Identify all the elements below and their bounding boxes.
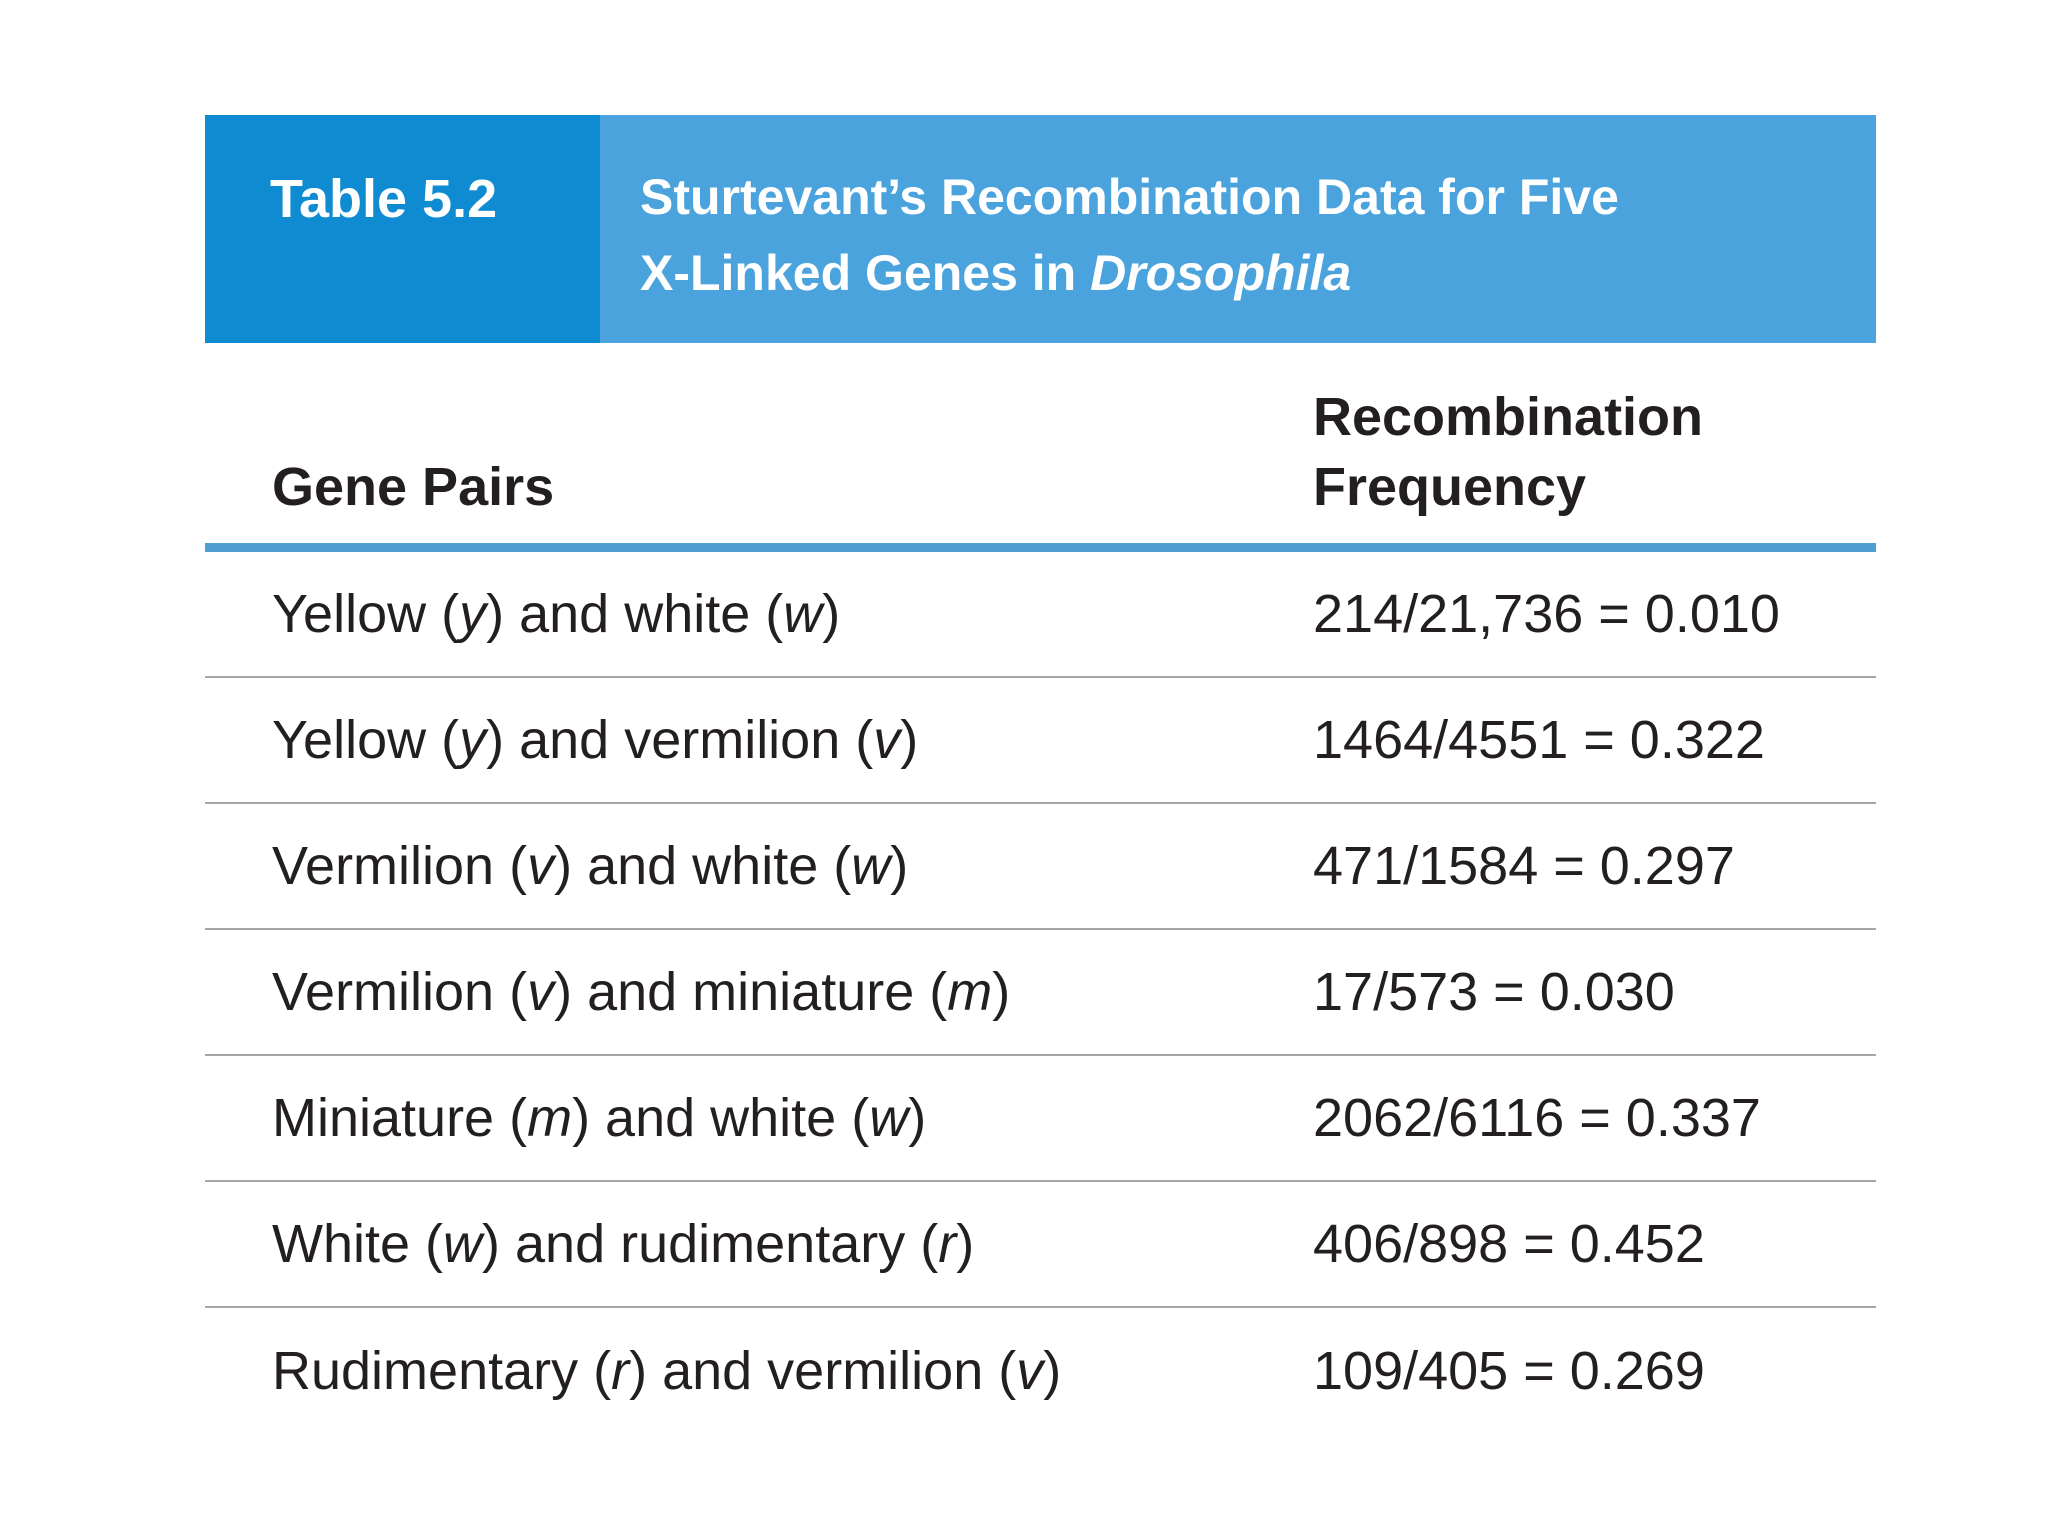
table-row: Vermilion (v) and miniature (m) 17/573 = …	[205, 930, 1876, 1056]
gene-pair-cell: Miniature (m) and white (w)	[205, 1088, 1313, 1148]
gene-pair-cell: Vermilion (v) and white (w)	[205, 836, 1313, 896]
table-title-line-1: Sturtevant’s Recombination Data for Five	[640, 159, 1856, 235]
recombination-frequency-header: Recombination Frequency	[1313, 382, 1876, 522]
text-run: ) and miniature (	[554, 962, 948, 1022]
table-row: Yellow (y) and white (w) 214/21,736 = 0.0…	[205, 552, 1876, 678]
text-run: )	[908, 1088, 927, 1148]
gene-symbol-italic: w	[443, 1214, 483, 1274]
gene-symbol-italic: r	[611, 1341, 630, 1401]
table-number-label: Table 5.2	[270, 169, 498, 229]
text-run: Miniature (	[272, 1088, 528, 1148]
text-run: Sturtevant’s Recombination Data for Five	[640, 169, 1619, 225]
gene-symbol-italic: w	[869, 1088, 909, 1148]
text-run: Yellow (	[272, 584, 460, 644]
gene-symbol-italic: v	[873, 710, 901, 770]
gene-symbol-italic: Drosophila	[1090, 245, 1352, 301]
table-title-line-2: X-Linked Genes in Drosophila	[640, 235, 1856, 311]
gene-symbol-italic: v	[1016, 1341, 1044, 1401]
frequency-header-line-1: Recombination	[1313, 387, 1704, 447]
table-row: Rudimentary (r) and vermilion (v) 109/405…	[205, 1308, 1876, 1434]
text-run: ) and white (	[554, 836, 852, 896]
text-run: White (	[272, 1214, 444, 1274]
gene-symbol-italic: w	[783, 584, 823, 644]
text-run: ) and vermilion (	[629, 1341, 1017, 1401]
frequency-cell: 214/21,736 = 0.010	[1313, 584, 1780, 644]
gene-pair-cell: Rudimentary (r) and vermilion (v)	[205, 1341, 1313, 1401]
gene-pair-cell: Vermilion (v) and miniature (m)	[205, 962, 1313, 1022]
frequency-cell: 471/1584 = 0.297	[1313, 836, 1735, 896]
table-header-row: Gene Pairs Recombination Frequency	[205, 343, 1876, 543]
gene-pair-cell: Yellow (y) and white (w)	[205, 584, 1313, 644]
text-run: ) and rudimentary (	[482, 1214, 939, 1274]
text-run: )	[900, 710, 919, 770]
table-row: Vermilion (v) and white (w) 471/1584 = 0.…	[205, 804, 1876, 930]
gene-symbol-italic: v	[527, 962, 555, 1022]
text-run: )	[822, 584, 841, 644]
gene-pairs-header: Gene Pairs	[272, 457, 555, 517]
gene-symbol-italic: m	[947, 962, 993, 1022]
table-title-segment: Sturtevant’s Recombination Data for Five…	[600, 115, 1876, 343]
text-run: ) and vermilion (	[486, 710, 874, 770]
gene-symbol-italic: y	[459, 710, 487, 770]
table-row: Miniature (m) and white (w) 2062/6116 = 0…	[205, 1056, 1876, 1182]
gene-symbol-italic: r	[938, 1214, 957, 1274]
text-run: )	[1043, 1341, 1062, 1401]
gene-symbol-italic: v	[527, 836, 555, 896]
gene-pair-cell: Yellow (y) and vermilion (v)	[205, 710, 1313, 770]
gene-symbol-italic: w	[851, 836, 891, 896]
frequency-cell: 109/405 = 0.269	[1313, 1341, 1705, 1401]
frequency-header-line-2: Frequency	[1313, 457, 1587, 517]
table-body: Yellow (y) and white (w) 214/21,736 = 0.0…	[205, 552, 1876, 1434]
table-figure: Table 5.2 Sturtevant’s Recombination Dat…	[205, 115, 1876, 1434]
frequency-cell: 1464/4551 = 0.322	[1313, 710, 1765, 770]
text-run: Yellow (	[272, 710, 460, 770]
table-row: Yellow (y) and vermilion (v) 1464/4551 = …	[205, 678, 1876, 804]
header-rule	[205, 543, 1876, 552]
table-number-segment: Table 5.2	[205, 115, 600, 343]
table-row: White (w) and rudimentary (r) 406/898 = 0…	[205, 1182, 1876, 1308]
text-run: X-Linked Genes in	[640, 245, 1091, 301]
frequency-cell: 406/898 = 0.452	[1313, 1214, 1705, 1274]
text-run: )	[992, 962, 1011, 1022]
text-run: Vermilion (	[272, 962, 528, 1022]
text-run: )	[956, 1214, 975, 1274]
text-run: Vermilion (	[272, 836, 528, 896]
gene-symbol-italic: y	[459, 584, 487, 644]
gene-symbol-italic: m	[527, 1088, 573, 1148]
gene-pair-cell: White (w) and rudimentary (r)	[205, 1214, 1313, 1274]
frequency-cell: 2062/6116 = 0.337	[1313, 1088, 1761, 1148]
table-banner: Table 5.2 Sturtevant’s Recombination Dat…	[205, 115, 1876, 343]
text-run: ) and white (	[486, 584, 784, 644]
text-run: )	[890, 836, 909, 896]
frequency-cell: 17/573 = 0.030	[1313, 962, 1675, 1022]
text-run: ) and white (	[572, 1088, 870, 1148]
text-run: Rudimentary (	[272, 1341, 612, 1401]
